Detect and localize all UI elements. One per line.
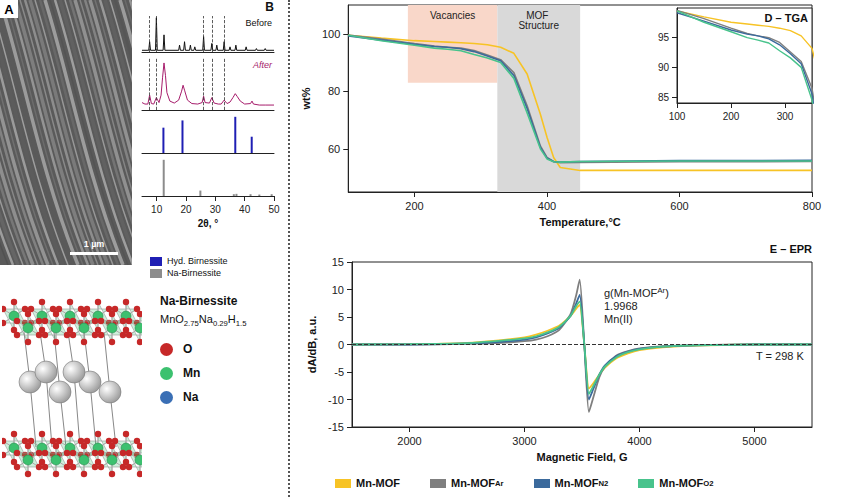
svg-text:Ar: Ar: [657, 285, 666, 295]
svg-text:80: 80: [328, 85, 340, 97]
svg-text:20: 20: [180, 204, 192, 215]
svg-text:10: 10: [151, 204, 163, 215]
svg-text:4000: 4000: [627, 435, 651, 447]
html-text:Hyd. Birnessite: Hyd. Birnessite: [167, 256, 228, 266]
svg-text:40: 40: [239, 204, 251, 215]
svg-text:60: 60: [328, 143, 340, 155]
svg-text:1 µm: 1 µm: [84, 239, 105, 249]
svg-text:Temperature,°C: Temperature,°C: [540, 216, 621, 228]
svg-text:10: 10: [332, 284, 344, 296]
svg-text:dA/dB, a.u.: dA/dB, a.u.: [306, 316, 318, 373]
svg-text:800: 800: [803, 200, 821, 212]
svg-text:100: 100: [669, 111, 686, 122]
html-text:Mn: Mn: [183, 366, 201, 381]
svg-text:30: 30: [210, 204, 222, 215]
svg-text:5000: 5000: [742, 435, 766, 447]
svg-text:-10: -10: [328, 394, 344, 406]
svg-text:0: 0: [338, 339, 344, 351]
html-text:Mn O2.75Na0.29H1.5: Mn O2.75Na0.29H1.5: [160, 313, 247, 329]
svg-text:After: After: [252, 60, 273, 70]
svg-text:D – TGA: D – TGA: [765, 12, 808, 24]
svg-text:MOF: MOF: [526, 9, 552, 21]
svg-text:100: 100: [322, 28, 340, 40]
svg-text:Structure: Structure: [518, 20, 559, 31]
html-text:Na-Birnessite: Na-Birnessite: [167, 268, 221, 278]
svg-text:600: 600: [670, 200, 688, 212]
svg-text:Vacancies: Vacancies: [430, 10, 475, 21]
html-text:Mn-MOFO2: Mn-MOFO2: [659, 477, 714, 489]
html-text:Mn-MOFAr: Mn-MOFAr: [451, 477, 504, 489]
svg-text:400: 400: [538, 200, 556, 212]
svg-text:T = 298 K: T = 298 K: [756, 350, 804, 362]
svg-text:2θ, °: 2θ, °: [198, 218, 219, 229]
svg-text:): ): [665, 287, 669, 299]
svg-text:A: A: [4, 2, 14, 17]
svg-text:B: B: [265, 0, 274, 14]
html-text:O: O: [183, 342, 193, 357]
html-text:Mn-MOF: Mn-MOF: [356, 477, 400, 489]
svg-text:E – EPR: E – EPR: [770, 243, 812, 255]
svg-text:2000: 2000: [397, 435, 421, 447]
svg-text:-15: -15: [328, 421, 344, 433]
svg-text:5: 5: [338, 311, 344, 323]
html-text:Na: Na: [183, 390, 199, 405]
svg-text:-5: -5: [334, 366, 344, 378]
svg-text:Mn(II): Mn(II): [604, 313, 633, 325]
svg-text:g(Mn-MOF: g(Mn-MOF: [604, 287, 657, 299]
svg-text:200: 200: [723, 111, 740, 122]
html-text:Mn-MOFN2: Mn-MOFN2: [554, 477, 609, 489]
svg-text:15: 15: [332, 256, 344, 268]
svg-text:90: 90: [658, 62, 670, 73]
svg-text:200: 200: [405, 200, 423, 212]
svg-text:3000: 3000: [512, 435, 536, 447]
html-text:Na-Birnessite: Na-Birnessite: [160, 294, 238, 308]
svg-text:Magnetic Field, G: Magnetic Field, G: [536, 451, 627, 463]
svg-text:50: 50: [268, 204, 280, 215]
svg-text:wt%: wt%: [300, 87, 312, 110]
svg-text:Before: Before: [245, 18, 272, 28]
svg-text:85: 85: [658, 92, 670, 103]
svg-text:95: 95: [658, 32, 670, 43]
svg-text:300: 300: [777, 111, 794, 122]
svg-text:1.9968: 1.9968: [604, 300, 638, 312]
